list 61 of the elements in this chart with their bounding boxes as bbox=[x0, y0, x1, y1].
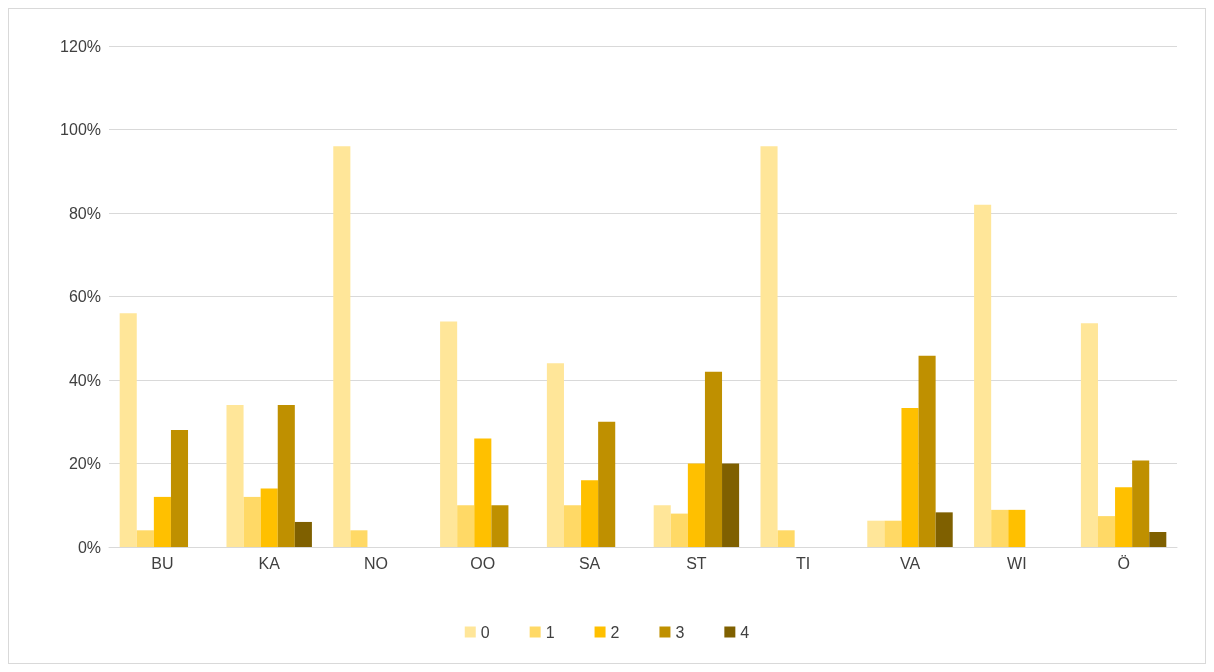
x-tick-label: OO bbox=[470, 554, 496, 572]
bar bbox=[722, 463, 740, 547]
x-tick-label: BU bbox=[151, 554, 174, 572]
x-tick-label: Ö bbox=[1117, 554, 1130, 572]
bar bbox=[260, 488, 278, 547]
y-tick-label: 120% bbox=[60, 37, 101, 55]
x-tick-label: WI bbox=[1007, 554, 1027, 572]
legend-label: 0 bbox=[480, 623, 490, 641]
bar bbox=[226, 405, 244, 547]
bar bbox=[935, 512, 953, 547]
x-tick-label: ST bbox=[686, 554, 707, 572]
x-tick-label: SA bbox=[578, 554, 601, 572]
bar bbox=[350, 530, 368, 547]
y-tick-label: 20% bbox=[68, 455, 101, 472]
x-tick-label: VA bbox=[899, 554, 921, 572]
legend-label: 1 bbox=[545, 623, 555, 641]
bar bbox=[136, 530, 154, 547]
bar bbox=[153, 496, 171, 547]
bar bbox=[901, 407, 919, 547]
bar bbox=[333, 146, 351, 547]
y-tick-label: 80% bbox=[68, 204, 101, 222]
bar bbox=[1132, 460, 1150, 547]
bar bbox=[440, 321, 458, 547]
bar bbox=[1008, 509, 1026, 547]
x-tick-label: KA bbox=[258, 554, 281, 572]
bar bbox=[670, 513, 688, 547]
legend-label: 3 bbox=[675, 623, 685, 641]
bar bbox=[243, 496, 261, 547]
bar bbox=[653, 505, 671, 547]
bar bbox=[1115, 487, 1133, 547]
bar bbox=[563, 505, 582, 547]
bar bbox=[974, 204, 992, 547]
bar bbox=[777, 530, 795, 547]
bar bbox=[581, 480, 599, 547]
bar bbox=[704, 371, 723, 547]
bar bbox=[1149, 531, 1167, 547]
x-tick-label: NO bbox=[364, 554, 388, 572]
bar bbox=[474, 438, 492, 547]
bar bbox=[867, 520, 885, 547]
x-tick-label: TI bbox=[796, 554, 811, 572]
bar bbox=[1097, 516, 1116, 547]
legend-label: 2 bbox=[610, 623, 620, 641]
bar bbox=[1080, 323, 1098, 547]
y-tick-label: 100% bbox=[60, 121, 101, 138]
bar bbox=[119, 313, 137, 547]
y-tick-label: 60% bbox=[68, 288, 101, 305]
bar bbox=[546, 363, 564, 547]
bar bbox=[884, 520, 902, 547]
y-tick-label: 40% bbox=[68, 371, 101, 389]
bar bbox=[918, 355, 936, 547]
bar bbox=[598, 421, 616, 547]
bar bbox=[457, 505, 475, 547]
bar bbox=[170, 430, 189, 547]
bar bbox=[491, 505, 509, 547]
bar bbox=[991, 509, 1009, 547]
bar bbox=[687, 463, 705, 547]
legend-label: 4 bbox=[740, 623, 750, 641]
y-tick-label: 0% bbox=[77, 538, 101, 556]
bar bbox=[277, 405, 295, 547]
bar bbox=[294, 521, 312, 547]
bar bbox=[760, 146, 778, 547]
